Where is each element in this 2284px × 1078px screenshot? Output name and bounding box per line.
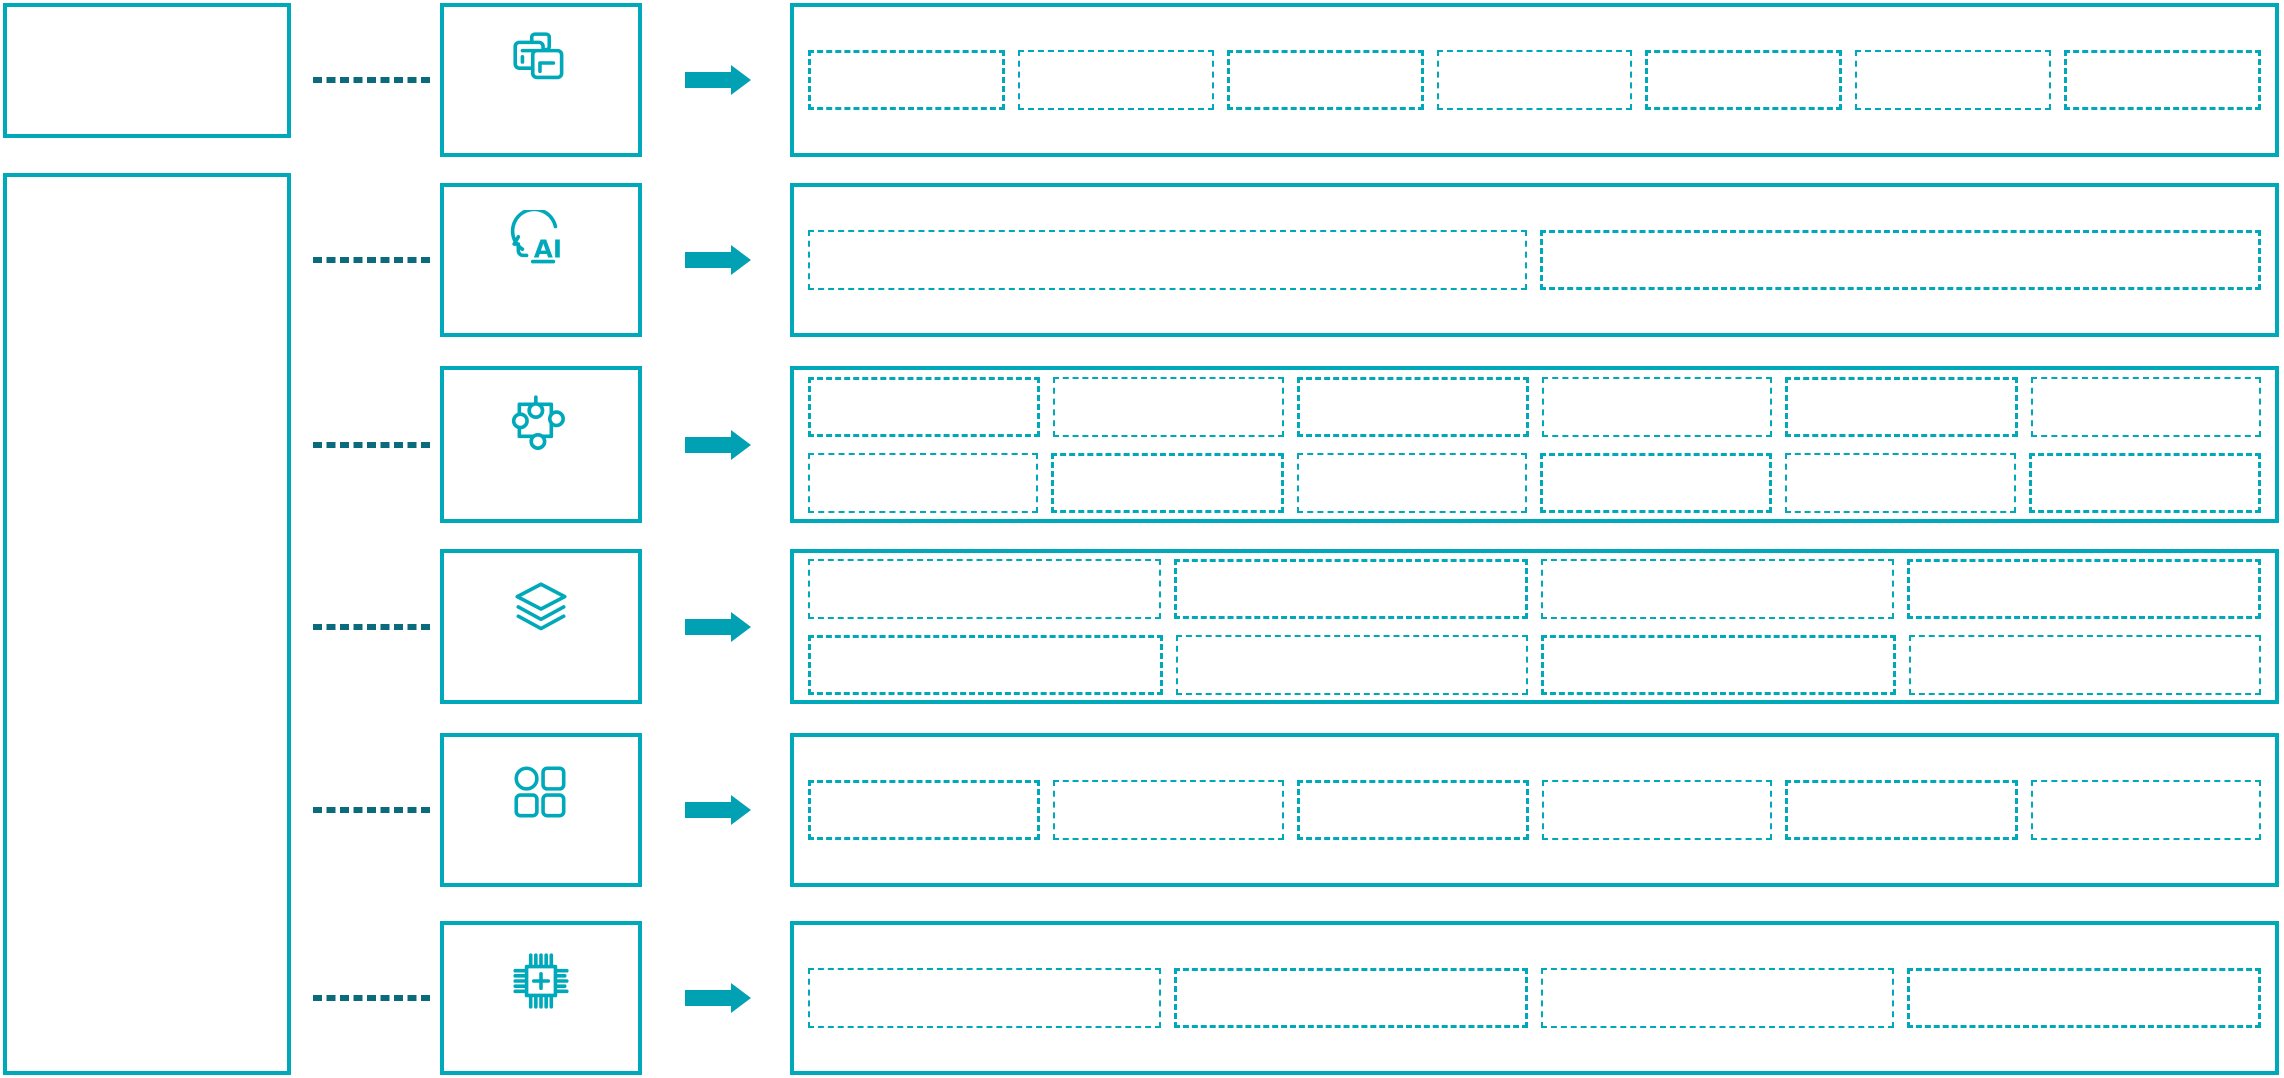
placeholder-box [1296, 780, 1529, 840]
arrow-icon [685, 65, 751, 95]
row-content-box [790, 183, 2279, 337]
arrow-icon [685, 611, 751, 642]
placeholder-box [808, 558, 1161, 619]
icon-box [440, 549, 642, 704]
dashed-connector [313, 807, 430, 813]
arrow-icon [685, 245, 751, 275]
dashed-connector [313, 77, 430, 83]
placeholder-box [1018, 50, 1214, 110]
placeholder-box [1226, 50, 1424, 110]
icon-box [440, 733, 642, 887]
placeholder-box [2028, 452, 2261, 513]
arrow-icon [685, 429, 751, 460]
placeholder-grid [808, 376, 2261, 513]
ai-label: AI [534, 234, 562, 263]
layers-icon [515, 582, 567, 631]
diagram-row: AI [0, 183, 2284, 337]
placeholder-box [808, 968, 1161, 1028]
placeholder-box [808, 780, 1041, 840]
icon-box: AI [440, 183, 642, 337]
placeholder-grid [808, 780, 2261, 840]
placeholder-box [1051, 452, 1284, 513]
placeholder-row [808, 780, 2261, 840]
left-top-panel [3, 3, 291, 138]
row-content-box [790, 921, 2279, 1075]
row-content-box [790, 366, 2279, 523]
clone-icon [513, 32, 564, 80]
placeholder-box [1855, 50, 2051, 110]
placeholder-box [1541, 376, 1773, 437]
placeholder-box [1541, 780, 1773, 840]
placeholder-box [808, 452, 1039, 513]
left-main-panel [3, 173, 291, 1075]
placeholder-grid [808, 230, 2261, 290]
placeholder-box [808, 634, 1163, 695]
row-content-box [790, 549, 2279, 704]
apps-grid-icon [514, 766, 566, 818]
placeholder-box [1540, 230, 2261, 290]
arrow-icon [685, 795, 751, 825]
placeholder-row [808, 50, 2261, 110]
placeholder-box [1539, 452, 1773, 513]
placeholder-box [1173, 968, 1528, 1028]
placeholder-box [2030, 780, 2261, 840]
placeholder-row [808, 634, 2261, 695]
placeholder-box [1906, 968, 2261, 1028]
placeholder-box [1645, 50, 1843, 110]
placeholder-box [1541, 634, 1896, 695]
placeholder-row [808, 452, 2261, 513]
diagram-row [0, 921, 2284, 1075]
placeholder-box [1906, 558, 2261, 619]
placeholder-box [1785, 376, 2018, 437]
dashed-connector [313, 441, 430, 448]
placeholder-box [1908, 634, 2261, 695]
diagram-row [0, 549, 2284, 704]
dashed-connector [313, 257, 430, 263]
placeholder-box [1541, 968, 1894, 1028]
placeholder-box [1296, 376, 1529, 437]
placeholder-box [808, 230, 1527, 290]
placeholder-box [1175, 634, 1528, 695]
placeholder-box [1785, 780, 2018, 840]
icon-box [440, 3, 642, 157]
placeholder-box [1173, 558, 1528, 619]
diagram-row [0, 733, 2284, 887]
placeholder-box [1436, 50, 1633, 110]
placeholder-box [1541, 558, 1894, 619]
arrow-icon [685, 983, 751, 1013]
placeholder-box [2030, 376, 2261, 437]
dashed-connector [313, 995, 430, 1001]
icon-box [440, 366, 642, 523]
ai-head-icon: AI [510, 210, 562, 263]
row-content-box [790, 733, 2279, 887]
placeholder-grid [808, 968, 2261, 1028]
diagram-row [0, 3, 2284, 157]
placeholder-box [808, 50, 1006, 110]
placeholder-box [1296, 452, 1527, 513]
placeholder-box [1785, 452, 2016, 513]
puzzle-icon [511, 395, 565, 450]
placeholder-grid [808, 558, 2261, 695]
dashed-connector [313, 623, 430, 630]
row-content-box [790, 3, 2279, 157]
icon-box [440, 921, 642, 1075]
placeholder-grid [808, 50, 2261, 110]
placeholder-row [808, 968, 2261, 1028]
placeholder-box [1053, 376, 1284, 437]
diagram-row [0, 366, 2284, 523]
placeholder-box [1053, 780, 1284, 840]
placeholder-row [808, 230, 2261, 290]
placeholder-box [808, 376, 1041, 437]
placeholder-box [2063, 50, 2261, 110]
placeholder-row [808, 376, 2261, 437]
placeholder-row [808, 558, 2261, 619]
chip-plus-icon [513, 953, 569, 1009]
